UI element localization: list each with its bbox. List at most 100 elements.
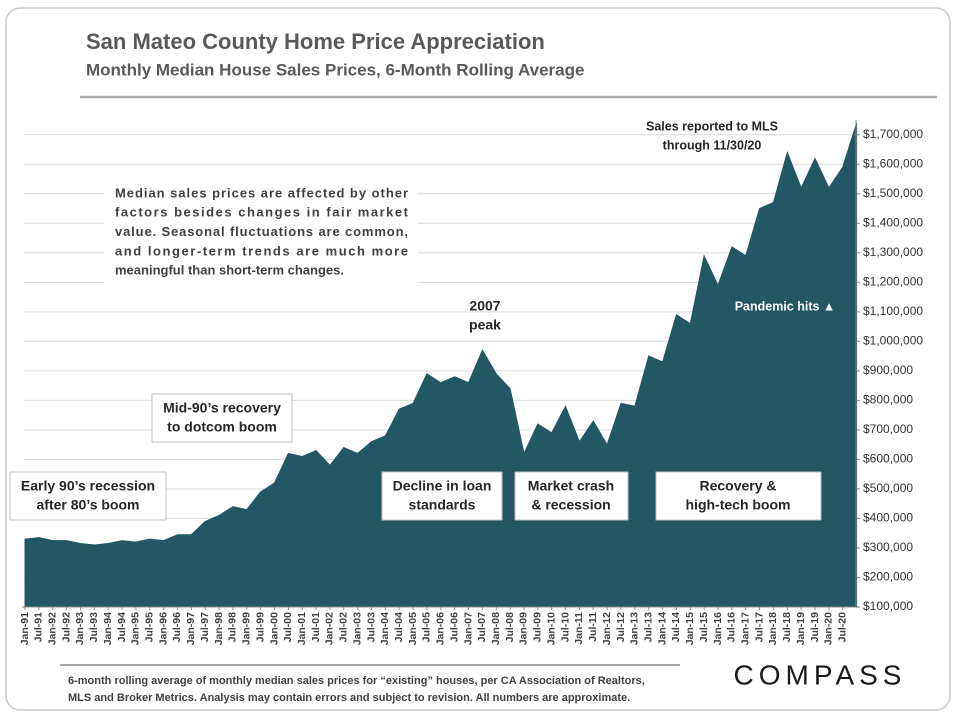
- annotation: Pandemic hits ▲: [735, 299, 836, 313]
- x-tick-label: Jul-03: [365, 612, 377, 643]
- y-tick-label: $600,000: [863, 452, 913, 466]
- x-tick-label: Jan-18: [767, 612, 779, 645]
- x-tick-label: Jul-16: [726, 612, 738, 643]
- x-tick-label: Jan-12: [601, 612, 613, 645]
- annotation: 2007: [469, 298, 500, 314]
- y-tick-label: $200,000: [863, 570, 913, 584]
- annotation: Decline in loan: [393, 478, 492, 494]
- annotation: standards: [409, 497, 476, 513]
- x-tick-label: Jul-07: [476, 612, 488, 643]
- x-tick-label: Jan-98: [213, 612, 225, 645]
- x-tick-label: Jan-13: [629, 612, 641, 645]
- y-tick-label: $1,000,000: [863, 334, 923, 348]
- x-tick-label: Jan-97: [185, 612, 197, 645]
- x-tick-label: Jul-19: [809, 612, 821, 643]
- x-tick-label: Jul-04: [393, 612, 405, 643]
- y-tick-label: $1,400,000: [863, 215, 923, 229]
- y-tick-label: $700,000: [863, 422, 913, 436]
- annotation: through 11/30/20: [663, 138, 762, 152]
- x-tick-label: Jul-06: [448, 612, 460, 643]
- brand-logo: COMPASS: [734, 659, 907, 690]
- annotation-box: [655, 471, 822, 521]
- x-tick-label: Jul-10: [559, 612, 571, 643]
- y-tick-label: $1,600,000: [863, 156, 923, 170]
- x-tick-label: Jan-02: [324, 612, 336, 645]
- annotation: Early 90’s recession: [21, 478, 155, 494]
- x-tick-label: Jan-11: [573, 612, 585, 645]
- annotation-box: [381, 471, 503, 521]
- y-tick-label: $300,000: [863, 540, 913, 554]
- x-tick-label: Jul-08: [504, 612, 516, 643]
- annotation: & recession: [531, 497, 610, 513]
- note-line: meaningful than short-term changes.: [115, 263, 344, 278]
- x-tick-label: Jul-05: [421, 612, 433, 643]
- x-tick-label: Jan-00: [268, 612, 280, 645]
- x-tick-label: Jul-13: [642, 612, 654, 643]
- annotation: Recovery &: [699, 478, 776, 494]
- note-line: Median sales prices are affected by othe…: [115, 185, 408, 200]
- x-tick-label: Jul-91: [33, 612, 45, 643]
- x-tick-label: Jan-20: [823, 612, 835, 645]
- area: [24, 122, 858, 608]
- x-tick-label: Jul-14: [670, 612, 682, 643]
- note-box: [104, 179, 418, 287]
- y-tick-label: $1,700,000: [863, 127, 923, 141]
- x-tick-label: Jan-94: [102, 612, 114, 645]
- x-tick-label: Jul-01: [310, 612, 322, 643]
- annotation: Mid-90’s recovery: [163, 400, 281, 416]
- x-tick-label: Jan-07: [462, 612, 474, 645]
- x-tick-label: Jan-95: [130, 612, 142, 645]
- annotation-box: [151, 393, 293, 443]
- x-tick-label: Jul-92: [60, 612, 72, 643]
- x-tick-label: Jul-11: [587, 612, 599, 642]
- x-tick-label: Jan-96: [157, 612, 169, 645]
- y-tick-label: $500,000: [863, 481, 913, 495]
- annotation: peak: [469, 317, 501, 333]
- x-tick-label: Jan-10: [545, 612, 557, 645]
- x-tick-label: Jan-99: [241, 612, 253, 645]
- x-tick-label: Jan-03: [351, 612, 363, 645]
- x-tick-label: Jul-94: [116, 612, 128, 643]
- x-tick-label: Jan-08: [490, 612, 502, 645]
- chart-subtitle: Monthly Median House Sales Prices, 6-Mon…: [86, 60, 584, 79]
- y-tick-label: $1,200,000: [863, 275, 923, 289]
- annotation-box: [9, 471, 167, 521]
- x-tick-label: Jan-93: [74, 612, 86, 645]
- x-tick-label: Jan-16: [712, 612, 724, 645]
- footnote: MLS and Broker Metrics. Analysis may con…: [68, 692, 630, 704]
- x-tick-label: Jul-18: [781, 612, 793, 643]
- note-line: factors besides changes in fair market: [115, 205, 409, 220]
- x-tick-label: Jul-09: [532, 612, 544, 643]
- x-tick-label: Jul-98: [227, 612, 239, 643]
- chart-title: San Mateo County Home Price Appreciation: [86, 29, 545, 54]
- annotation: Market crash: [528, 478, 614, 494]
- annotation: high-tech boom: [686, 497, 791, 513]
- x-tick-label: Jan-06: [435, 612, 447, 645]
- y-tick-label: $900,000: [863, 363, 913, 377]
- annotation: to dotcom boom: [167, 419, 277, 435]
- x-tick-label: Jan-01: [296, 612, 308, 645]
- y-tick-label: $1,500,000: [863, 186, 923, 200]
- y-tick-label: $1,100,000: [863, 304, 923, 318]
- x-tick-label: Jul-99: [254, 612, 266, 643]
- annotation: Sales reported to MLS: [646, 119, 778, 133]
- x-tick-label: Jan-91: [19, 612, 31, 645]
- x-tick-label: Jul-15: [698, 612, 710, 643]
- x-tick-label: Jan-19: [795, 612, 807, 645]
- y-tick-label: $100,000: [863, 599, 913, 613]
- x-tick-label: Jan-17: [740, 612, 752, 645]
- x-tick-label: Jan-04: [379, 612, 391, 645]
- footnote: 6-month rolling average of monthly media…: [68, 675, 645, 687]
- x-tick-label: Jul-02: [338, 612, 350, 643]
- x-tick-label: Jul-17: [753, 612, 765, 643]
- x-tick-label: Jul-20: [837, 612, 849, 643]
- x-tick-label: Jul-12: [615, 612, 627, 643]
- note-line: and longer-term trends are much more: [115, 243, 408, 258]
- x-tick-label: Jan-14: [656, 612, 668, 645]
- y-tick-label: $400,000: [863, 511, 913, 525]
- annotation-box: [514, 471, 629, 521]
- x-tick-label: Jul-00: [282, 612, 294, 643]
- y-tick-label: $800,000: [863, 393, 913, 407]
